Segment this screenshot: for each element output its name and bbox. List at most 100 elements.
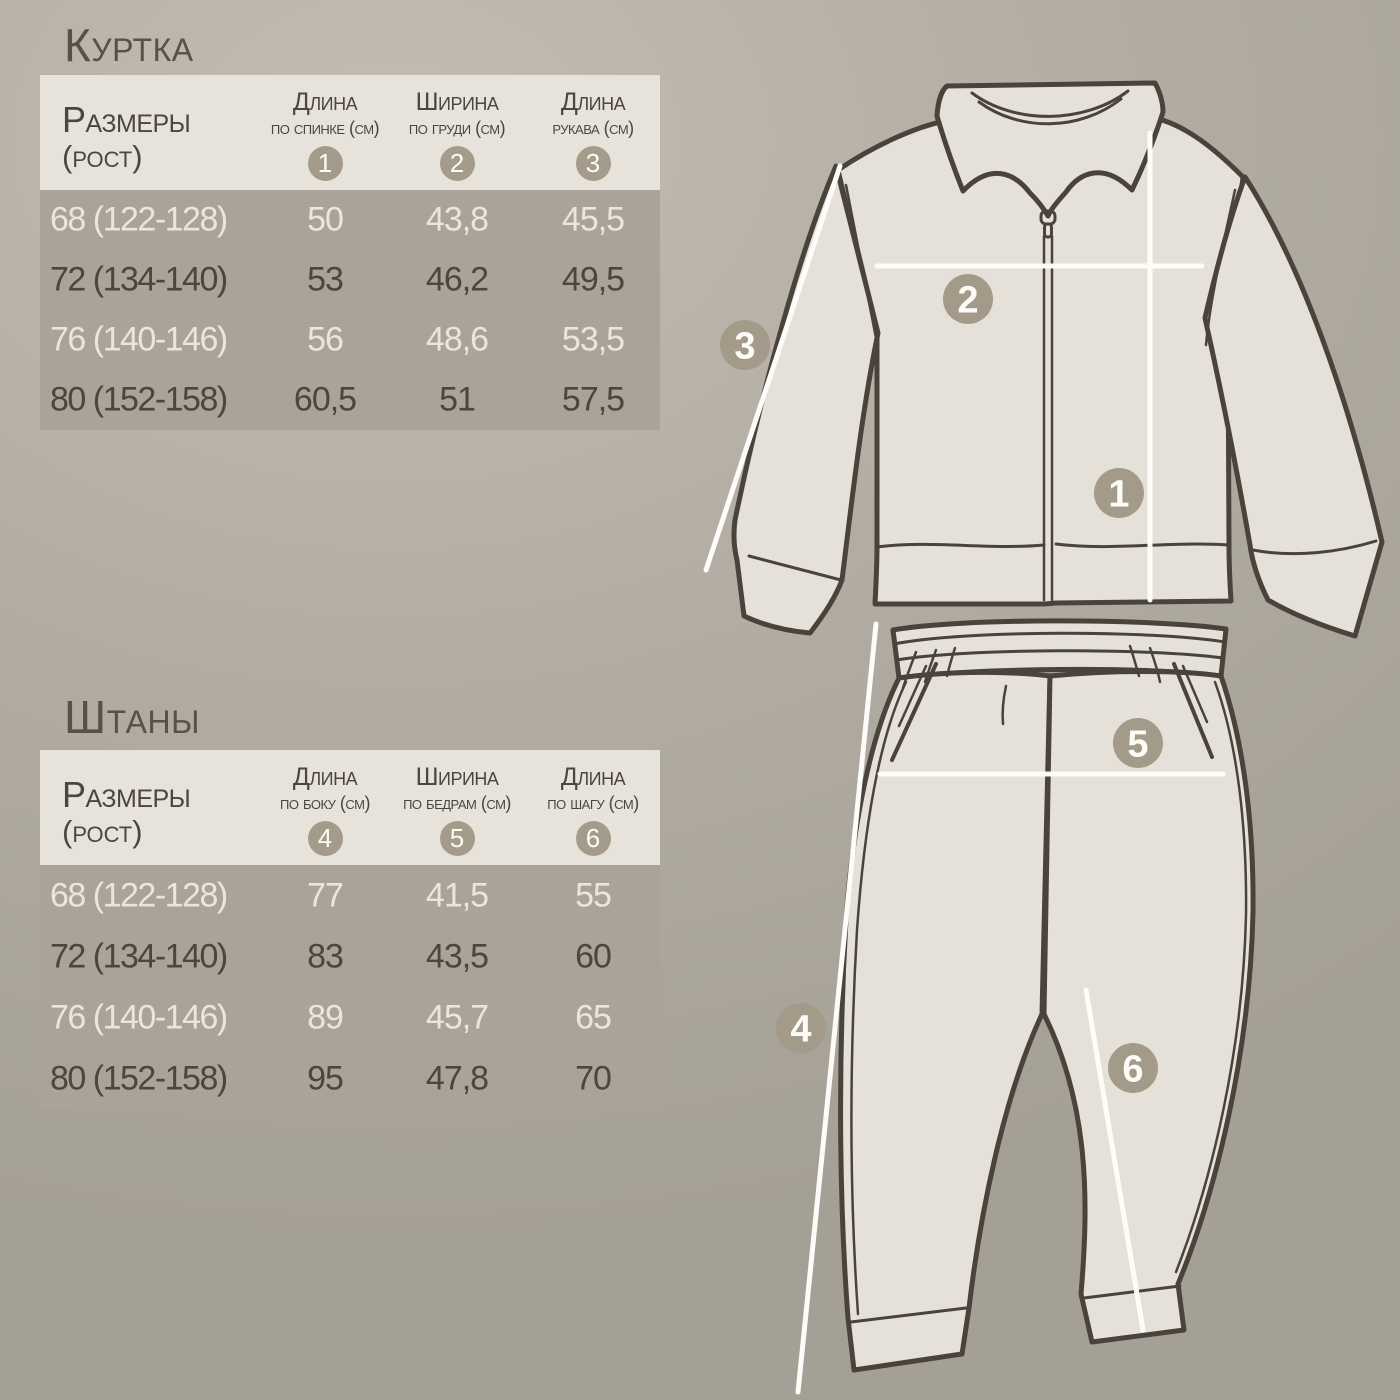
sleeve-length-cell: 57,5 bbox=[561, 380, 625, 419]
measure-line-4 bbox=[795, 621, 879, 1395]
pants-right-leg bbox=[1041, 669, 1256, 1345]
pants-table-body: 68 (122-128) 77 41,5 55 72 (134-140) 83 … bbox=[40, 865, 660, 1109]
size-header-line2: (рост) bbox=[62, 813, 143, 849]
column-header-inseam-length: Длина по шагу (см) 6 bbox=[493, 763, 693, 856]
size-cell: 72 (134-140) bbox=[50, 937, 228, 975]
jacket-table-header: Размеры (рост) Длина по спинке (см) 1 Ши… bbox=[40, 75, 660, 190]
column-title: Длина bbox=[292, 88, 358, 116]
marker-1: 1 bbox=[1094, 468, 1144, 518]
table-row: 80 (152-158) 95 47,8 70 bbox=[40, 1048, 660, 1109]
pants-title: Штаны bbox=[64, 691, 200, 743]
column-subtitle: по груди (см) bbox=[408, 118, 506, 138]
marker-2: 2 bbox=[943, 274, 993, 324]
measure-line-6 bbox=[1083, 987, 1146, 1333]
column-marker-4: 4 bbox=[307, 821, 343, 856]
diagram-markers: 1 2 3 4 5 6 bbox=[720, 274, 1163, 1093]
pants-size-header: Размеры (рост) bbox=[62, 774, 191, 849]
inseam-length-cell: 55 bbox=[575, 876, 612, 914]
back-length-cell: 56 bbox=[307, 320, 344, 359]
column-marker-6: 6 bbox=[575, 821, 611, 856]
column-marker-5: 5 bbox=[439, 821, 475, 856]
left-leg-outer-seam bbox=[850, 680, 908, 1316]
column-header-side-length: Длина по боку (см) 4 bbox=[225, 763, 425, 856]
inseam-length-cell: 65 bbox=[575, 998, 612, 1036]
sleeve-length-cell: 45,5 bbox=[561, 200, 625, 239]
table-row: 80 (152-158) 60,5 51 57,5 bbox=[40, 370, 660, 430]
size-header-line1: Размеры bbox=[62, 774, 191, 815]
table-row: 76 (140-146) 89 45,7 65 bbox=[40, 987, 660, 1048]
jacket-size-header: Размеры (рост) bbox=[62, 101, 191, 174]
size-cell: 72 (134-140) bbox=[50, 260, 228, 299]
hip-width-cell: 47,8 bbox=[425, 1059, 489, 1097]
column-subtitle: по бедрам (см) bbox=[403, 793, 511, 813]
pants-left-leg bbox=[838, 669, 1053, 1373]
size-cell: 68 (122-128) bbox=[50, 200, 228, 239]
zipper-line bbox=[1042, 234, 1054, 602]
marker-5-number: 5 bbox=[1127, 724, 1148, 766]
sleeve-length-cell: 49,5 bbox=[561, 260, 625, 299]
side-length-cell: 89 bbox=[307, 998, 344, 1036]
pants-table-header: Размеры (рост) Длина по боку (см) 4 Шири… bbox=[40, 750, 660, 865]
size-header-line2: (рост) bbox=[62, 138, 143, 174]
left-pocket-opening bbox=[890, 662, 938, 762]
jacket-collar bbox=[934, 80, 1166, 219]
column-subtitle: по шагу (см) bbox=[547, 793, 639, 813]
table-row: 68 (122-128) 77 41,5 55 bbox=[40, 865, 660, 926]
marker-6-number: 6 bbox=[1122, 1049, 1143, 1091]
jacket-hem-seam-left bbox=[875, 542, 1046, 549]
inseam-length-cell: 70 bbox=[575, 1059, 612, 1097]
back-length-cell: 50 bbox=[307, 200, 344, 239]
back-length-cell: 53 bbox=[307, 260, 344, 299]
chest-width-cell: 48,6 bbox=[425, 320, 489, 359]
waistband-seam-2 bbox=[894, 649, 1225, 662]
size-cell: 80 (152-158) bbox=[50, 380, 228, 419]
sleeve-length-cell: 53,5 bbox=[561, 320, 625, 359]
left-pocket-inner bbox=[897, 664, 928, 728]
column-header-back-length: Длина по спинке (см) 1 bbox=[225, 88, 425, 181]
hip-width-cell: 43,5 bbox=[425, 937, 489, 975]
jacket-title: Куртка bbox=[64, 19, 194, 71]
column-subtitle: по спинке (см) bbox=[270, 118, 380, 138]
column-header-sleeve-length: Длина рукава (см) 3 bbox=[493, 88, 693, 181]
marker-6: 6 bbox=[1108, 1043, 1158, 1093]
measure-line-3 bbox=[703, 163, 843, 573]
right-pocket-inner bbox=[1181, 664, 1209, 724]
hip-width-cell: 45,7 bbox=[425, 998, 489, 1036]
column-title: Длина bbox=[560, 88, 626, 116]
marker-4: 4 bbox=[776, 1003, 826, 1053]
right-armhole-seam bbox=[1204, 188, 1237, 347]
marker-3-number: 3 bbox=[734, 326, 755, 368]
jacket-size-table: Размеры (рост) Длина по спинке (см) 1 Ши… bbox=[40, 75, 660, 430]
table-row: 72 (134-140) 53 46,2 49,5 bbox=[40, 250, 660, 310]
right-leg-outer-seam bbox=[1174, 680, 1248, 1274]
pants-size-table: Размеры (рост) Длина по боку (см) 4 Шири… bbox=[40, 750, 660, 1109]
collar-backneck-seam bbox=[970, 89, 1130, 118]
marker-3: 3 bbox=[720, 320, 770, 370]
waistband-seam-1 bbox=[892, 631, 1227, 646]
column-marker-2: 2 bbox=[439, 146, 475, 181]
left-armhole-seam bbox=[844, 183, 878, 340]
marker-1-number: 1 bbox=[1108, 474, 1129, 516]
column-title: Длина bbox=[292, 763, 358, 791]
marker-5: 5 bbox=[1113, 718, 1163, 768]
marker-4-number: 4 bbox=[790, 1009, 811, 1051]
column-title: Длина bbox=[560, 763, 626, 791]
column-header-hip-width: Ширина по бедрам (см) 5 bbox=[357, 763, 557, 856]
size-cell: 76 (140-146) bbox=[50, 998, 228, 1036]
right-pocket-opening bbox=[1172, 662, 1214, 759]
column-subtitle: по боку (см) bbox=[280, 793, 371, 813]
inseam-length-cell: 60 bbox=[575, 937, 612, 975]
back-length-cell: 60,5 bbox=[293, 380, 357, 419]
chest-width-cell: 51 bbox=[439, 380, 476, 419]
waist-gathers-right bbox=[1128, 644, 1162, 684]
jacket-right-sleeve bbox=[1202, 174, 1385, 639]
side-length-cell: 77 bbox=[307, 876, 344, 914]
marker-2-number: 2 bbox=[957, 280, 978, 322]
table-row: 72 (134-140) 83 43,5 60 bbox=[40, 926, 660, 987]
pants-center-crease bbox=[1001, 684, 1008, 726]
table-row: 76 (140-146) 56 48,6 53,5 bbox=[40, 310, 660, 370]
side-length-cell: 95 bbox=[307, 1059, 344, 1097]
right-leg-cuff-seam bbox=[1082, 1284, 1182, 1300]
